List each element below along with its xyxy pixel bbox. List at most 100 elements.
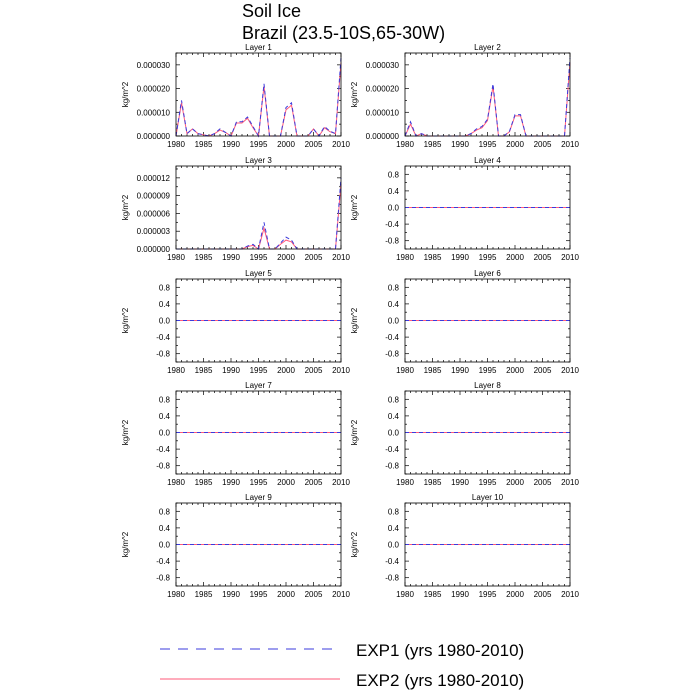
legend-exp1-label: EXP1 (yrs 1980-2010): [356, 641, 524, 660]
x-tick-label: 1980: [396, 253, 414, 262]
y-tick-label: -0.4: [385, 557, 399, 566]
y-axis-label: kg/m^2: [121, 531, 130, 557]
x-tick-label: 2000: [506, 140, 524, 149]
x-tick-label: 1995: [479, 590, 497, 599]
y-axis-label: kg/m^2: [121, 194, 130, 220]
panel-title: Layer 9: [245, 493, 272, 502]
y-tick-label: -0.8: [385, 462, 399, 471]
series-line-exp2: [176, 183, 342, 250]
x-tick-label: 1985: [424, 140, 442, 149]
panel-title: Layer 7: [245, 381, 272, 390]
x-tick-label: 1985: [424, 366, 442, 375]
x-tick-label: 2005: [305, 478, 323, 487]
panel-title: Layer 5: [245, 269, 272, 278]
y-tick-label: 0.4: [159, 524, 171, 533]
y-axis-label: kg/m^2: [350, 194, 359, 220]
y-tick-label: 0.4: [388, 300, 400, 309]
y-tick-label: 0.000009: [137, 192, 171, 201]
y-tick-label: 0.000020: [137, 85, 171, 94]
x-tick-label: 1995: [250, 140, 268, 149]
y-tick-label: 0.000006: [137, 209, 171, 218]
x-tick-label: 1995: [479, 140, 497, 149]
panel-title: Layer 10: [472, 493, 504, 502]
y-tick-label: -0.4: [385, 445, 399, 454]
x-tick-label: 2000: [277, 140, 295, 149]
x-tick-label: 1990: [222, 590, 240, 599]
plot-frame: [175, 52, 342, 137]
x-tick-label: 2005: [305, 590, 323, 599]
y-tick-label: 0.0: [159, 429, 171, 438]
x-tick-label: 1980: [167, 478, 185, 487]
y-tick-label: -0.8: [385, 350, 399, 359]
x-tick-label: 1990: [451, 140, 469, 149]
x-tick-label: 1980: [396, 140, 414, 149]
plot-frame: [175, 165, 342, 250]
series-line-exp1: [404, 57, 571, 137]
x-tick-label: 2010: [561, 366, 579, 375]
x-tick-label: 1995: [250, 590, 268, 599]
y-tick-label: 0.8: [388, 170, 400, 179]
y-tick-label: 0.000012: [137, 174, 171, 183]
x-tick-label: 1985: [195, 590, 213, 599]
y-axis-label: kg/m^2: [350, 419, 359, 445]
x-tick-label: 2010: [561, 478, 579, 487]
x-tick-label: 2005: [534, 366, 552, 375]
x-tick-label: 1980: [396, 366, 414, 375]
x-tick-label: 2010: [332, 590, 350, 599]
y-axis-label: kg/m^2: [350, 307, 359, 333]
x-tick-label: 2000: [277, 590, 295, 599]
y-tick-label: -0.8: [385, 574, 399, 583]
panel-layer-1: Layer 1 kg/m^2 1980 1985 1990 1995 2000 2005 201…: [121, 43, 350, 149]
y-tick-label: -0.4: [156, 557, 170, 566]
panel-title: Layer 2: [474, 43, 501, 52]
x-tick-label: 1990: [222, 253, 240, 262]
x-tick-label: 1995: [250, 478, 268, 487]
panel-layer-10: Layer 10 kg/m^2 1980 1985 1990 1995 2000 2005 20…: [350, 493, 579, 599]
plot-frame: [175, 278, 342, 363]
y-tick-label: 0.0: [388, 429, 400, 438]
y-tick-label: 0.8: [159, 395, 171, 404]
panel-title: Layer 1: [245, 43, 272, 52]
x-tick-label: 1980: [396, 590, 414, 599]
y-tick-label: 0.4: [159, 412, 171, 421]
series-line-exp2: [404, 62, 571, 137]
y-tick-label: 0.0: [388, 317, 400, 326]
panel-layer-3: Layer 3 kg/m^2 1980 1985 1990 1995 2000 2005 201…: [121, 156, 350, 262]
y-tick-label: 0.4: [388, 524, 400, 533]
y-tick-label: 0.0: [388, 204, 400, 213]
plot-frame: [404, 390, 571, 475]
y-tick-label: -0.4: [156, 333, 170, 342]
series-line-exp1: [175, 57, 342, 138]
x-tick-label: 2005: [534, 478, 552, 487]
legend: EXP1 (yrs 1980-2010) EXP2 (yrs 1980-2010…: [160, 641, 524, 690]
x-tick-label: 2010: [332, 140, 350, 149]
x-tick-label: 1980: [396, 478, 414, 487]
x-tick-label: 1985: [195, 366, 213, 375]
x-tick-label: 1990: [451, 478, 469, 487]
x-tick-label: 2005: [534, 253, 552, 262]
panel-layer-9: Layer 9 kg/m^2 1980 1985 1990 1995 2000 2005 201…: [121, 493, 350, 599]
y-tick-label: -0.8: [385, 237, 399, 246]
y-tick-label: -0.8: [156, 462, 170, 471]
x-tick-label: 2010: [332, 478, 350, 487]
y-tick-label: 0.000030: [137, 61, 171, 70]
panel-layer-4: Layer 4 kg/m^2 1980 1985 1990 1995 2000 2005 201…: [350, 156, 579, 262]
x-tick-label: 1980: [167, 590, 185, 599]
y-axis-label: kg/m^2: [350, 81, 359, 107]
x-tick-label: 1990: [451, 366, 469, 375]
figure-subtitle: Brazil (23.5-10S,65-30W): [242, 23, 445, 43]
y-tick-label: 0.4: [388, 187, 400, 196]
series-line-exp2: [175, 62, 342, 138]
x-tick-label: 2000: [277, 253, 295, 262]
x-tick-label: 1985: [424, 478, 442, 487]
y-tick-label: 0.000010: [137, 108, 171, 117]
panel-title: Layer 6: [474, 269, 501, 278]
y-tick-label: 0.0: [159, 317, 171, 326]
y-axis-label: kg/m^2: [121, 81, 130, 107]
x-tick-label: 1980: [167, 366, 185, 375]
panel-title: Layer 3: [245, 156, 272, 165]
x-tick-label: 1980: [167, 140, 185, 149]
x-tick-label: 1990: [222, 366, 240, 375]
legend-exp2-label: EXP2 (yrs 1980-2010): [356, 671, 524, 690]
